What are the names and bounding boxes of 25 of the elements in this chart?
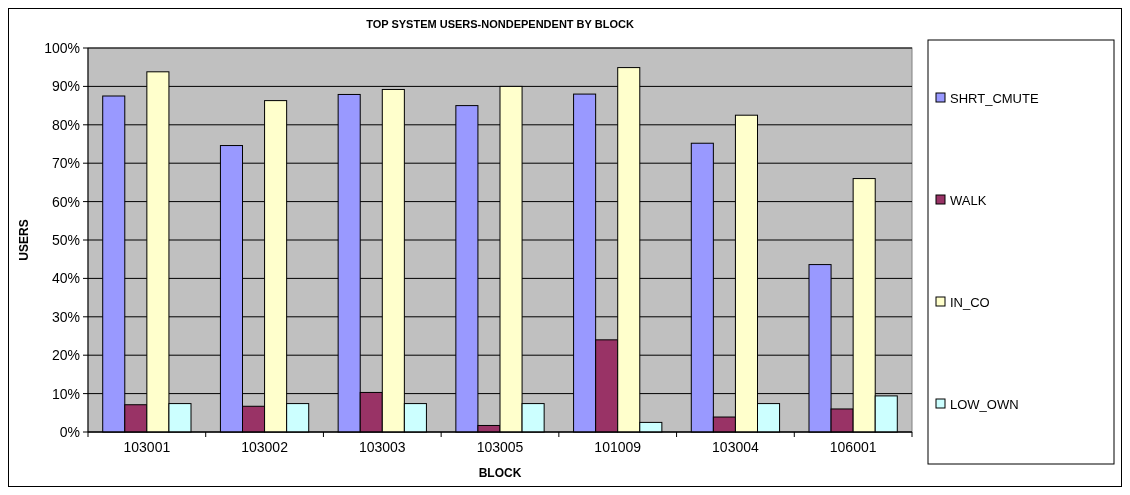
legend-label: LOW_OWN: [950, 396, 1019, 412]
y-tick-label: 20%: [51, 347, 80, 364]
y-tick-label: 70%: [51, 155, 80, 172]
y-tick-label: 90%: [51, 78, 80, 95]
x-axis-title: BLOCK: [478, 466, 522, 480]
chart-title: TOP SYSTEM USERS-NONDEPENDENT BY BLOCK: [366, 18, 634, 30]
y-tick-label: 50%: [51, 231, 80, 248]
y-tick-label: 40%: [51, 270, 80, 287]
x-tick-label: 103004: [712, 439, 759, 455]
x-tick-label: 106001: [829, 439, 877, 455]
x-tick-label: 103005: [476, 439, 524, 455]
x-tick-label: 103002: [241, 439, 289, 455]
y-tick-label: 80%: [51, 116, 80, 133]
legend-label: WALK: [950, 192, 987, 208]
legend-label: SHRT_CMUTE: [950, 90, 1039, 106]
y-tick-label: 100%: [44, 39, 80, 56]
x-tick-label: 103003: [358, 439, 406, 455]
y-tick-label: 0%: [59, 423, 80, 440]
y-axis-title: USERS: [17, 219, 31, 261]
x-tick-label: 103001: [123, 439, 171, 455]
y-tick-label: 10%: [51, 385, 80, 402]
x-tick-label: 101009: [594, 439, 642, 455]
legend-label: IN_CO: [950, 294, 990, 310]
y-tick-label: 60%: [51, 193, 80, 210]
y-tick-label: 30%: [51, 308, 80, 325]
